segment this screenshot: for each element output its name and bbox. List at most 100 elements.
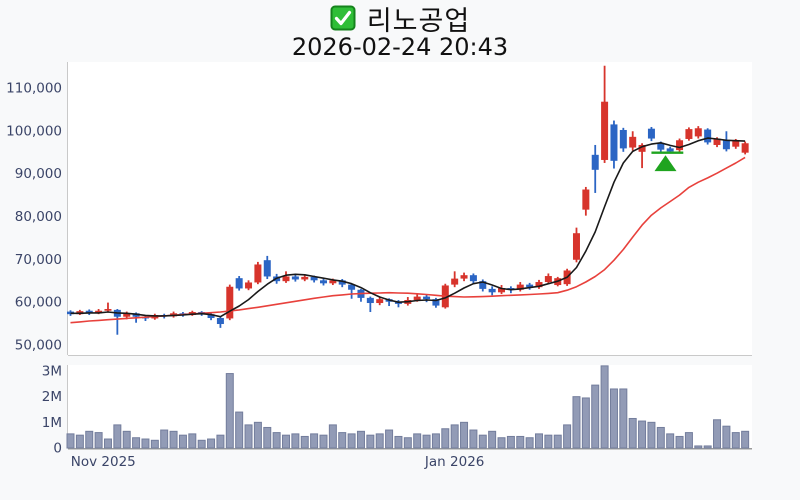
candle-down	[207, 314, 215, 319]
candle-down	[85, 310, 93, 314]
volume-bar	[291, 433, 300, 449]
volume-bar	[188, 433, 197, 449]
volume-bar	[469, 429, 478, 449]
candle-up	[123, 313, 131, 317]
volume-bars-layer	[66, 365, 750, 449]
stock-name-title: 리노공업	[366, 5, 471, 37]
candle-up	[282, 276, 290, 282]
candle-up	[460, 275, 468, 279]
candle-down	[423, 296, 431, 300]
green-checkbox-icon	[330, 5, 356, 31]
volume-bar	[328, 424, 337, 449]
volume-bar	[591, 384, 600, 449]
volume-bar	[282, 434, 291, 449]
volume-bar	[272, 432, 281, 449]
volume-bar	[572, 396, 581, 449]
volume-bar	[216, 434, 225, 449]
volume-bar	[638, 420, 647, 449]
candle-up	[254, 264, 262, 283]
title-row: 리노공업	[0, 2, 800, 37]
volume-bar	[319, 434, 328, 449]
volume-bar	[169, 430, 178, 449]
price-axis-labels: 110,000 100,000 90,000 80,000 70,000 60,000 50…	[6, 81, 62, 354]
ma-fast-line	[70, 137, 746, 318]
candle-up	[95, 310, 103, 314]
volume-tick-label: 1M	[42, 415, 62, 431]
candle-up	[226, 286, 234, 319]
volume-bar	[553, 434, 562, 449]
volume-bar	[506, 435, 515, 449]
volume-bar	[460, 421, 469, 449]
candle-up	[713, 138, 721, 145]
price-tick-label: 50,000	[15, 338, 62, 354]
candle-down	[610, 124, 618, 161]
volume-bar	[628, 417, 637, 449]
buy-signal-triangle-icon	[654, 155, 677, 172]
candle-up	[572, 233, 580, 260]
candle-up	[498, 288, 506, 293]
volume-bar	[563, 424, 572, 449]
candle-down	[291, 276, 299, 280]
volume-bar	[394, 435, 403, 449]
volume-plot-area	[68, 365, 752, 448]
volume-bar	[366, 434, 375, 449]
volume-bar	[85, 430, 94, 449]
volume-bar	[600, 365, 609, 449]
candle-up	[638, 144, 646, 152]
candle-up	[582, 189, 590, 210]
candle-down	[348, 284, 356, 290]
volume-bar	[300, 435, 309, 449]
volume-bar	[694, 445, 703, 449]
volume-bar	[666, 433, 675, 449]
price-tick-label: 70,000	[15, 252, 62, 268]
x-tick-label: Jan 2026	[424, 454, 484, 470]
candle-up	[544, 276, 552, 283]
volume-bar	[403, 437, 412, 449]
candle-up	[104, 309, 112, 311]
volume-bar	[207, 438, 216, 449]
price-tick-label: 80,000	[15, 209, 62, 225]
volume-bar	[544, 434, 553, 449]
volume-bar	[535, 433, 543, 449]
volume-tick-label: 2M	[42, 389, 62, 405]
candle-up	[535, 282, 543, 288]
candle-down	[722, 139, 730, 150]
volume-bar	[235, 411, 244, 449]
volume-bar	[103, 438, 112, 449]
candle-down	[132, 313, 140, 317]
candle-down	[591, 154, 599, 170]
volume-bar	[684, 432, 693, 449]
volume-bar	[497, 437, 506, 449]
volume-bar	[478, 434, 487, 449]
volume-bar	[263, 426, 272, 449]
volume-bar	[150, 439, 159, 449]
volume-bar	[675, 435, 684, 449]
volume-bar	[197, 439, 206, 449]
candle-down	[366, 297, 374, 304]
candle-down	[479, 281, 487, 289]
volume-bar	[609, 388, 618, 449]
volume-bar	[713, 419, 722, 449]
volume-bar	[525, 437, 534, 449]
candle-down	[526, 284, 534, 288]
volume-bar	[422, 434, 431, 449]
volume-bar	[253, 421, 262, 449]
volume-bar	[338, 432, 347, 449]
candle-up	[601, 101, 609, 160]
candle-down	[657, 143, 665, 150]
candle-down	[432, 299, 440, 306]
volume-bar	[647, 421, 656, 449]
volume-bar	[244, 424, 253, 449]
candle-down	[704, 129, 712, 143]
candle-down	[319, 280, 327, 284]
volume-bar	[385, 429, 394, 449]
candle-down	[235, 278, 243, 289]
candle-up	[301, 276, 309, 280]
volume-bar	[132, 437, 141, 449]
price-tick-label: 100,000	[6, 123, 62, 139]
volume-bar	[450, 424, 459, 449]
candle-up	[694, 128, 702, 137]
volume-bar	[225, 373, 234, 449]
